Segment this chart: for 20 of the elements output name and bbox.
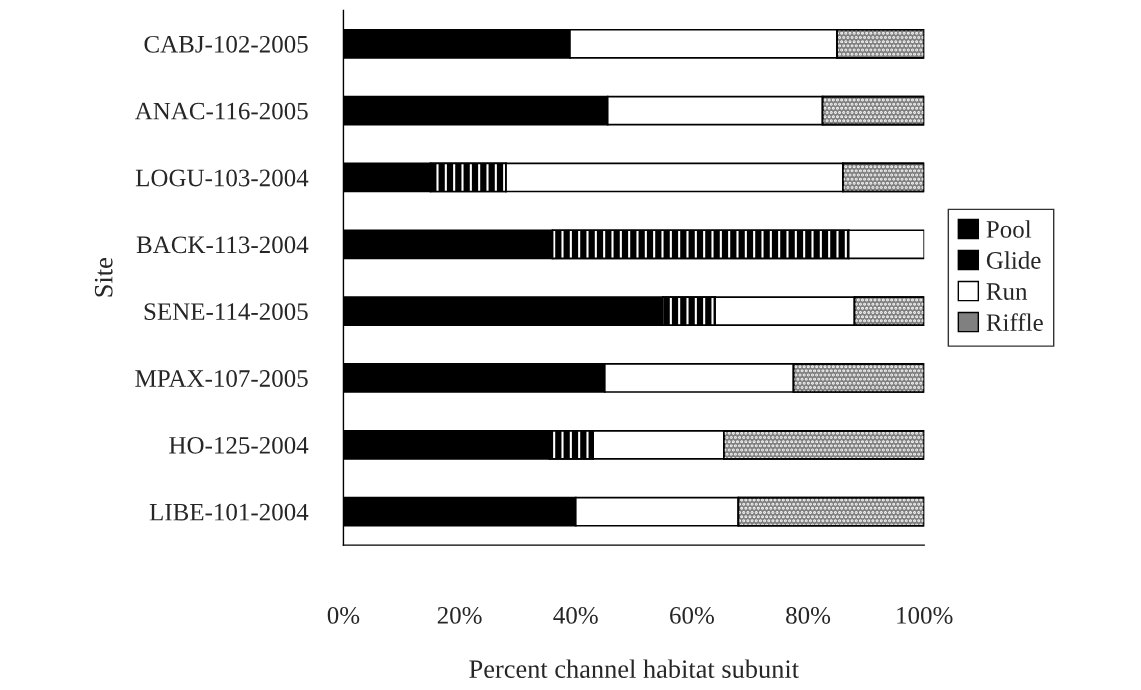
legend-label: Glide [986,251,1041,269]
legend-label: Riffle [986,313,1043,332]
x-axis-title: Percent channel habitat subunit [469,659,799,679]
legend-label: Pool [986,220,1032,238]
y-tick-label: CABJ-102-2005 [144,35,308,53]
x-tick-label: 0% [327,606,360,624]
y-tick-label: BACK-113-2004 [136,236,309,254]
x-tick-label: 60% [670,606,714,624]
y-tick-label: LIBE-101-2004 [149,503,309,521]
y-tick-label: MPAX-107-2005 [135,370,308,387]
y-tick-label: ANAC-116-2005 [134,102,308,120]
legend-label: Run [986,283,1028,300]
y-tick-label: HO-125-2004 [169,436,309,454]
x-tick-label: 40% [553,606,598,624]
x-tick-label: 100% [897,606,953,624]
y-tick-label: SENE-114-2005 [144,303,308,321]
x-tick-label: 20% [437,606,482,624]
y-axis-title: Site [94,258,113,297]
y-tick-label: LOGU-103-2004 [135,169,309,187]
x-tick-label: 80% [786,606,831,624]
